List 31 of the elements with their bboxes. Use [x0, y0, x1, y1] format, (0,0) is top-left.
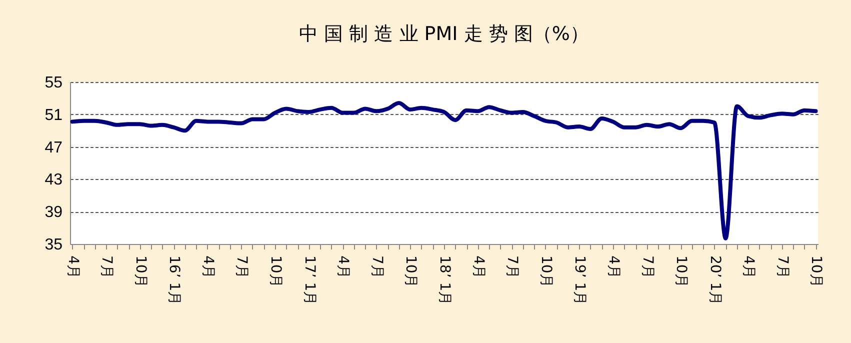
- x-tick-label: 10月: [538, 256, 554, 288]
- x-tick-label: 10月: [132, 256, 148, 288]
- y-tick-label: 39: [44, 204, 63, 222]
- x-tick-label: 7月: [639, 256, 656, 278]
- x-tick-label: 7月: [368, 256, 385, 278]
- x-tick-label: 4月: [200, 256, 216, 278]
- x-tick-label: 4月: [605, 256, 622, 278]
- x-tick-label: 10月: [808, 256, 824, 288]
- y-tick-label: 51: [44, 106, 63, 124]
- x-tick-label: 4月: [470, 256, 486, 278]
- y-tick-label: 35: [44, 236, 63, 254]
- x-tick-label: 7月: [504, 256, 520, 278]
- x-tick-label: 7月: [774, 256, 790, 278]
- x-tick-label: 19’ 1月: [572, 256, 588, 306]
- y-tick-label: 43: [44, 172, 63, 189]
- x-tick-label: 4月: [64, 256, 81, 278]
- x-tick-label: 10月: [402, 256, 419, 288]
- x-tick-label: 10月: [673, 256, 690, 288]
- y-tick-label: 47: [44, 139, 63, 156]
- x-tick-label: 17’ 1月: [301, 256, 318, 306]
- chart-title: 中 国 制 造 业 PMI 走 势 图（%）: [299, 23, 589, 45]
- x-tick-label: 16’ 1月: [166, 256, 182, 306]
- x-tick-label: 20’ 1月: [706, 256, 723, 306]
- line-series: [70, 101, 818, 240]
- x-tick-label: 10月: [268, 256, 284, 288]
- y-tick-label: 55: [44, 74, 63, 92]
- x-tick-label: 7月: [234, 256, 250, 278]
- x-tick-label: 4月: [740, 256, 757, 278]
- x-tick-label: 18’ 1月: [436, 256, 452, 306]
- x-tick-label: 4月: [335, 256, 352, 278]
- x-tick-label: 7月: [98, 256, 115, 278]
